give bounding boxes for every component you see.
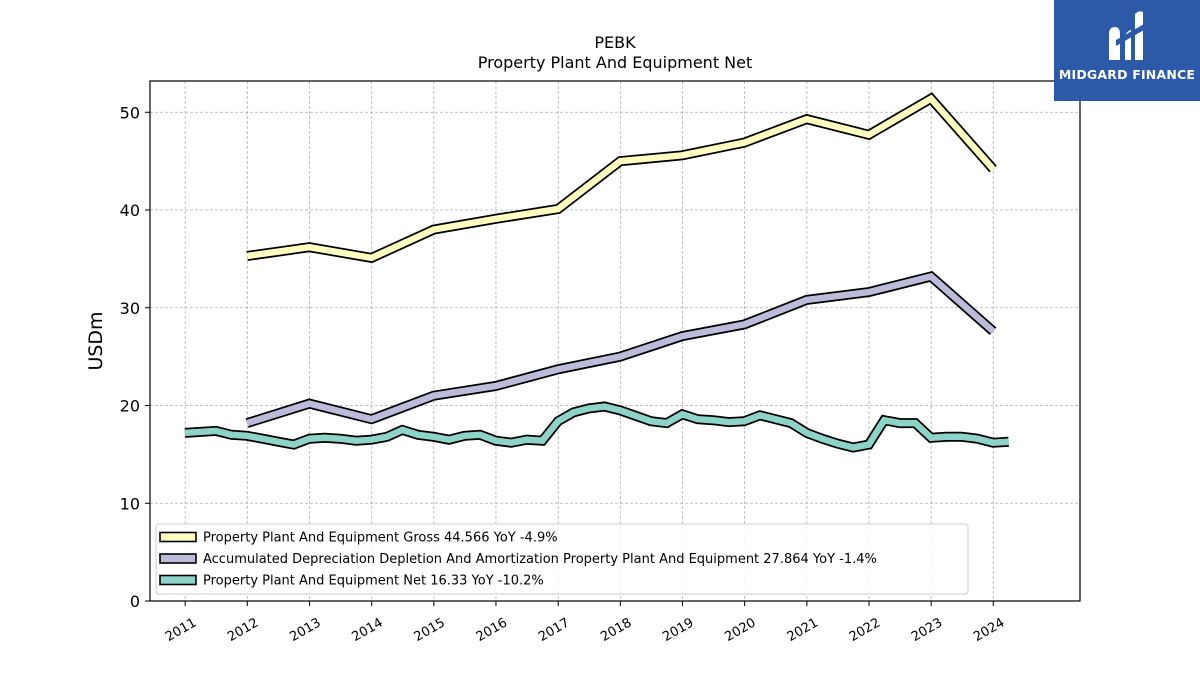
x-tick-label: 2017 [536, 615, 572, 645]
x-tick-label: 2012 [225, 615, 261, 645]
y-tick-label: 0 [130, 592, 140, 611]
x-tick-label: 2016 [474, 615, 510, 645]
legend-entry-2: Property Plant And Equipment Net 16.33 Y… [203, 574, 544, 589]
legend-swatch-1 [159, 553, 197, 564]
legend-swatch-2 [159, 574, 197, 586]
legend-entry-1: Accumulated Depreciation Depletion And A… [203, 552, 877, 567]
legend: Property Plant And Equipment Gross 44.56… [155, 523, 969, 595]
y-tick-label: 10 [120, 494, 140, 513]
series-line-2 [184, 403, 1009, 451]
x-tick-label: 2013 [287, 615, 323, 645]
y-tick-label: 50 [120, 103, 140, 122]
x-tick-label: 2022 [847, 615, 883, 645]
legend-swatch-0 [159, 531, 197, 543]
chart-title: PEBK [594, 33, 636, 52]
brand-name: MIDGARD FINANCE [1058, 67, 1196, 82]
x-tick-label: 2014 [350, 615, 386, 645]
y-tick-label: 40 [120, 201, 140, 220]
x-tick-label: 2024 [971, 615, 1007, 645]
x-tick-label: 2019 [660, 615, 696, 645]
chart-subtitle: Property Plant And Equipment Net [478, 53, 753, 72]
y-axis-label: USDm [85, 311, 107, 370]
brand-logo: MIDGARD FINANCE [1054, 0, 1200, 101]
grid-lines [150, 81, 1080, 602]
y-tick-label: 30 [120, 299, 140, 318]
x-tick-label: 2020 [722, 615, 758, 645]
brand-mark-icon [1109, 11, 1144, 61]
series-line-1 [246, 272, 996, 427]
x-tick-label: 2023 [909, 615, 945, 645]
plot-frame [149, 80, 1081, 602]
legend-entry-0: Property Plant And Equipment Gross 44.56… [203, 531, 558, 546]
y-tick-label: 20 [120, 397, 140, 416]
x-tick-label: 2011 [163, 615, 199, 645]
legend-frame [155, 523, 969, 595]
x-tick-label: 2021 [785, 615, 821, 645]
series-line-0 [246, 94, 996, 262]
x-tick-label: 2015 [412, 615, 448, 645]
series-lines [184, 92, 1009, 453]
x-tick-label: 2018 [598, 615, 634, 645]
